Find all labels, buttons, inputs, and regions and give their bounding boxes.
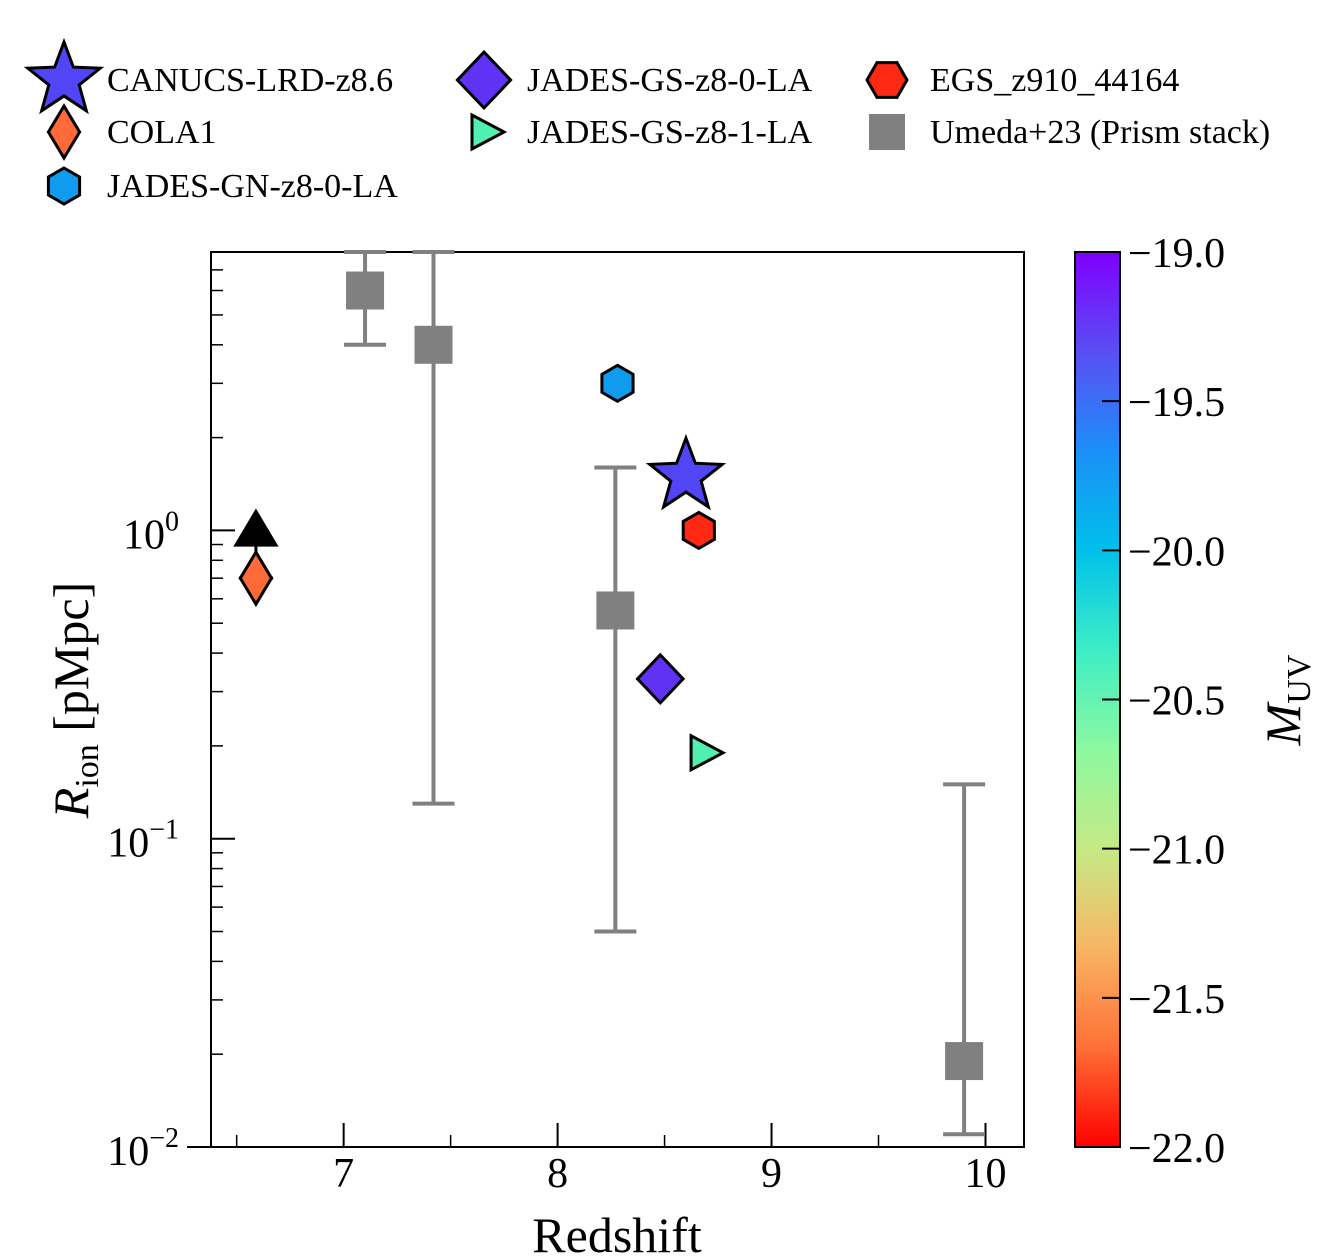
legend-entry-JADES-GS-z8-0-LA: JADES-GS-z8-0-LA (455, 49, 813, 111)
legend-marker-JADES-GS-z8-0-LA (455, 49, 513, 111)
legend-label-JADES-GN-z8-0-LA: JADES-GN-z8-0-LA (107, 168, 398, 205)
y-tick-label: 10−1 (107, 815, 179, 867)
colorbar: −19.0 −19.5 −20.0 −20.5 −21.0 −21.5 −22.0 MUV (1074, 231, 1318, 1172)
colorbar-tick-label: −21.0 (1128, 828, 1225, 874)
legend: CANUCS-LRD-z8.6 COLA1 JADES-GN-z8-0-LA JADE… (23, 37, 1270, 206)
point-JADES-GS-z8-1-LA (689, 733, 727, 773)
y-axis: 100 10−1 10−2 (107, 251, 235, 1175)
legend-marker-CANUCS-LRD-z8.6 (23, 37, 105, 115)
series-Umeda+23 (Prism stack) (344, 250, 986, 1137)
point-Umeda+23 (Prism stack) (596, 591, 635, 630)
x-tick-label-9: 9 (761, 1151, 782, 1197)
colorbar-tick-label: −22.0 (1128, 1126, 1225, 1172)
y-tick-label: 100 (123, 506, 179, 558)
point-JADES-GN-z8-0-LA (600, 363, 635, 404)
point-EGS_z910_44164 (681, 510, 716, 551)
colorbar-tick-label: −21.5 (1128, 977, 1225, 1023)
legend-label-CANUCS-LRD-z8.6: CANUCS-LRD-z8.6 (107, 62, 393, 99)
colorbar-tick-label: −19.0 (1128, 231, 1225, 277)
legend-marker-JADES-GS-z8-1-LA (470, 112, 508, 152)
x-axis-label: Redshift (532, 1207, 702, 1260)
legend-label-JADES-GS-z8-0-LA: JADES-GS-z8-0-LA (527, 62, 813, 99)
plot-area: 7 8 9 10 100 10−1 10−2 (107, 250, 1025, 1197)
series-COLA1 (233, 508, 279, 608)
point-CANUCS-LRD-z8.6 (645, 433, 727, 511)
series-CANUCS-LRD-z8.6 (645, 433, 727, 511)
y-axis-label-text: Rion [pMpc] (43, 582, 106, 819)
legend-entry-JADES-GS-z8-1-LA: JADES-GS-z8-1-LA (470, 112, 813, 152)
series-JADES-GS-z8-1-LA (689, 733, 727, 773)
lower-limit-arrow (233, 508, 279, 547)
y-tick-label: 10−2 (107, 1123, 179, 1175)
series-JADES-GN-z8-0-LA (600, 363, 635, 404)
legend-marker-COLA1 (46, 103, 82, 161)
legend-entry-COLA1: COLA1 (46, 103, 217, 161)
point-Umeda+23 (Prism stack) (414, 325, 453, 364)
series-JADES-GS-z8-0-LA (635, 652, 686, 706)
legend-marker-EGS_z910_44164 (865, 61, 909, 99)
point-JADES-GS-z8-0-LA (635, 652, 686, 706)
colorbar-tick-label: −20.5 (1128, 679, 1225, 725)
colorbar-tick-label: −20.0 (1128, 529, 1225, 575)
legend-label-JADES-GS-z8-1-LA: JADES-GS-z8-1-LA (527, 114, 813, 151)
x-tick-label-8: 8 (547, 1151, 568, 1197)
y-axis-label: Rion [pMpc] (43, 582, 106, 819)
legend-label-COLA1: COLA1 (107, 114, 217, 151)
colorbar-label: MUV (1255, 654, 1318, 746)
legend-entry-Umeda+23 (Prism stack): Umeda+23 (Prism stack) (869, 114, 1270, 151)
data-points (233, 250, 986, 1137)
point-Umeda+23 (Prism stack) (346, 271, 385, 310)
legend-entry-EGS_z910_44164: EGS_z910_44164 (865, 61, 1179, 99)
colorbar-tick-label: −19.5 (1128, 380, 1225, 426)
legend-marker-Umeda+23 (Prism stack) (869, 114, 905, 150)
series-EGS_z910_44164 (681, 510, 716, 551)
plot-frame (210, 251, 1025, 1148)
x-tick-label-7: 7 (333, 1151, 354, 1197)
point-COLA1 (238, 549, 274, 608)
legend-entry-CANUCS-LRD-z8.6: CANUCS-LRD-z8.6 (23, 37, 393, 115)
point-Umeda+23 (Prism stack) (945, 1042, 984, 1081)
x-tick-label-10: 10 (964, 1151, 1006, 1197)
legend-label-EGS_z910_44164: EGS_z910_44164 (930, 62, 1179, 99)
legend-label-Umeda+23 (Prism stack): Umeda+23 (Prism stack) (930, 114, 1270, 151)
legend-marker-JADES-GN-z8-0-LA (46, 166, 82, 206)
x-axis: 7 8 9 10 (235, 1123, 1006, 1197)
legend-entry-JADES-GN-z8-0-LA: JADES-GN-z8-0-LA (46, 166, 398, 206)
